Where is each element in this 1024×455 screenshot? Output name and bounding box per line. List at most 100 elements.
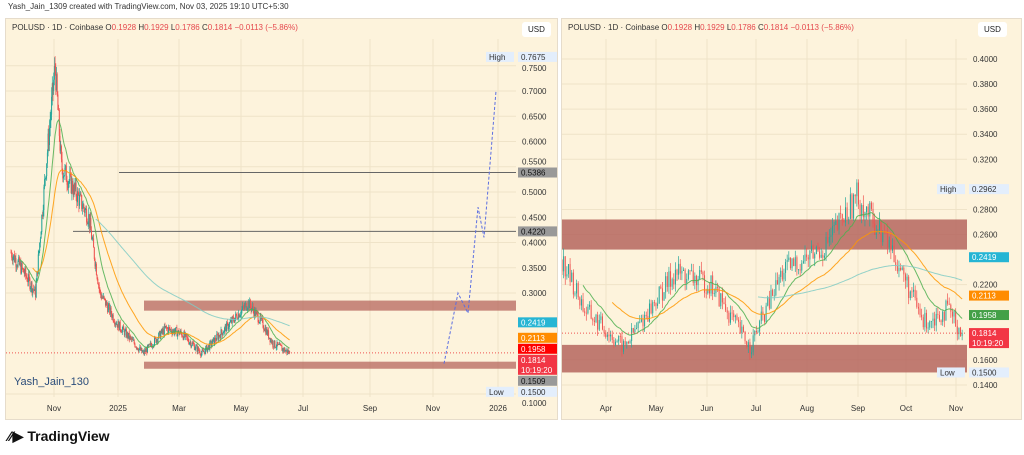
candle-body xyxy=(670,271,672,287)
candle-body xyxy=(108,304,110,306)
candle-body xyxy=(712,275,714,294)
candle-body xyxy=(224,325,226,328)
candle-body xyxy=(827,236,829,243)
x-tick-label: Jul xyxy=(751,404,761,413)
price-label-name: High xyxy=(489,53,505,62)
candle-body xyxy=(177,332,179,337)
candle-body xyxy=(566,274,568,277)
x-tick-label: Sep xyxy=(851,404,866,413)
candle-body xyxy=(45,176,47,179)
candle-body xyxy=(122,326,124,330)
candle-body xyxy=(645,314,647,317)
currency-button-right[interactable]: USD xyxy=(978,22,1007,37)
price-label-bg xyxy=(969,290,1009,301)
right-chart-panel[interactable]: 0.4000 0.3800 0.3600 0.3400 0.3200 0.2800 0.26… xyxy=(561,18,1022,420)
candle-body xyxy=(86,222,88,224)
candle-body xyxy=(650,303,652,314)
tradingview-logo[interactable]: ⁄⁄▶ TradingView xyxy=(8,428,110,445)
candle-body xyxy=(136,347,138,349)
legend-low-label: L xyxy=(170,23,176,32)
candle-body xyxy=(733,313,735,318)
candle-body xyxy=(231,316,233,323)
candle-body xyxy=(109,304,111,314)
candle-body xyxy=(202,350,204,352)
candle-body xyxy=(806,254,808,258)
candle-body xyxy=(767,297,769,306)
price-label-value: 0.4220 xyxy=(521,227,546,236)
price-label-value: 0.1958 xyxy=(521,345,546,354)
candle-body xyxy=(904,274,906,281)
ema-200-line xyxy=(757,265,963,299)
candle-body xyxy=(845,207,846,223)
candle-body xyxy=(30,282,32,288)
left-chart-panel[interactable]: 0.7500 0.7000 0.6500 0.6000 0.5500 0.5000 0.45… xyxy=(5,18,558,420)
candle-body xyxy=(101,297,103,299)
candle-body xyxy=(623,341,625,352)
candle-body xyxy=(253,310,255,317)
candle-body xyxy=(175,327,177,329)
candle-body xyxy=(243,306,245,309)
candle-body xyxy=(238,313,239,320)
candle-body xyxy=(948,303,950,305)
candle-body xyxy=(18,257,20,261)
candle-body xyxy=(217,334,219,340)
candle-body xyxy=(589,304,591,307)
candle-body xyxy=(220,329,222,339)
candle-body xyxy=(731,312,733,314)
candle-body xyxy=(175,327,176,332)
candle-body xyxy=(288,351,290,354)
candle-body xyxy=(906,276,908,281)
price-label-tag xyxy=(937,184,965,195)
price-label-value: 0.1500 xyxy=(972,368,997,377)
candle-body xyxy=(287,350,289,354)
candle-body xyxy=(207,347,209,352)
candle-body xyxy=(627,341,629,344)
currency-button[interactable]: USD xyxy=(522,22,551,37)
candle-body xyxy=(930,321,932,322)
candle-body xyxy=(247,301,249,309)
y-tick-label: 0.3500 xyxy=(522,264,547,273)
candle-body xyxy=(196,345,198,352)
y-tick-label: 0.3800 xyxy=(973,80,998,89)
candle-body xyxy=(857,182,859,205)
candle-body xyxy=(205,347,207,354)
candle-body xyxy=(783,272,785,280)
candle-body xyxy=(786,260,788,262)
candle-body xyxy=(236,315,238,319)
candle-body xyxy=(937,313,939,315)
candle-body xyxy=(23,272,25,275)
candle-body xyxy=(66,181,68,185)
candle-body xyxy=(640,319,642,322)
candle-body xyxy=(198,350,200,352)
candle-body xyxy=(775,280,777,296)
candle-body xyxy=(40,232,42,239)
candle-body xyxy=(579,297,581,306)
candle-body xyxy=(961,333,963,337)
candle-body xyxy=(15,258,17,267)
candle-body xyxy=(74,182,76,190)
candle-body xyxy=(890,239,892,251)
candle-body xyxy=(104,297,106,299)
candle-body xyxy=(822,254,824,258)
candle-body xyxy=(144,350,146,354)
candle-body xyxy=(710,275,712,294)
candle-body xyxy=(600,316,602,321)
candle-body xyxy=(632,328,634,333)
legend-high-value: 0.1929 xyxy=(700,23,725,32)
candle-body xyxy=(587,306,589,314)
candle-body xyxy=(53,66,55,80)
ema-50-line xyxy=(611,230,963,320)
candle-body xyxy=(606,334,608,337)
candle-body xyxy=(759,321,761,332)
candle-body xyxy=(691,270,693,272)
candle-body xyxy=(572,272,574,295)
candle-body xyxy=(744,331,746,342)
candle-body xyxy=(268,337,270,339)
candle-body xyxy=(841,213,843,221)
candle-body xyxy=(135,346,137,349)
y-tick-label: 0.1400 xyxy=(973,381,998,390)
candle-body xyxy=(14,258,16,262)
candle-body xyxy=(147,345,149,346)
candle-body xyxy=(83,204,85,209)
candle-body xyxy=(140,347,141,351)
